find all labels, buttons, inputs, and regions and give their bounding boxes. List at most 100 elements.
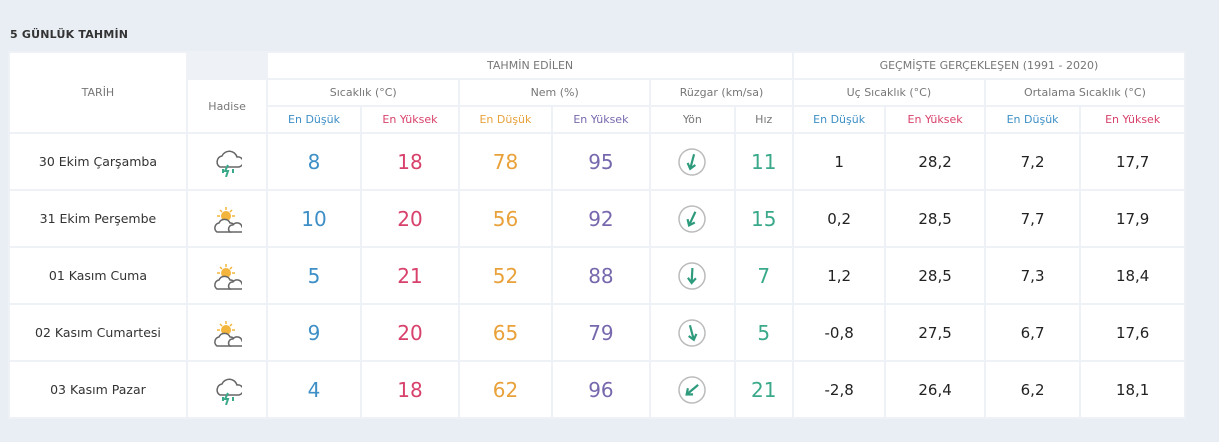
event-cell <box>187 248 267 303</box>
value-cell: 6,2 <box>985 362 1080 417</box>
wind-direction-cell <box>651 191 734 246</box>
weather-icon <box>214 319 243 347</box>
group-header: Uç Sıcaklık (°C) <box>793 80 984 105</box>
value-cell: 7,2 <box>985 134 1080 189</box>
value-cell: 11 <box>735 134 792 189</box>
forecast-table: TARİH TAHMİN EDİLEN GEÇMİŞTE GERÇEKLEŞEN… <box>8 51 1186 419</box>
sub-header: En Düşük <box>985 107 1080 132</box>
date-header: TARİH <box>10 53 186 132</box>
sub-header-row: En Düşük En Yüksek En Düşük En Yüksek Yön Hız… <box>10 107 1184 132</box>
value-cell: 4 <box>268 362 360 417</box>
spacer <box>188 53 266 78</box>
forecast-row: 03 Kasım Pazar 4 18 62 96 21 -2,8 26,4 6,2 18,1 <box>10 362 1184 417</box>
wind-direction-cell <box>651 305 734 360</box>
event-cell <box>187 362 267 417</box>
value-cell: 28,5 <box>886 191 984 246</box>
value-cell: 21 <box>361 248 459 303</box>
value-cell: 95 <box>552 134 650 189</box>
value-cell: 79 <box>552 305 650 360</box>
value-cell: 28,2 <box>886 134 984 189</box>
group-header: Rüzgar (km/sa) <box>651 80 792 105</box>
date-cell: 02 Kasım Cumartesi <box>10 305 186 360</box>
value-cell: 18 <box>361 362 459 417</box>
value-cell: 17,9 <box>1081 191 1184 246</box>
forecast-row: 01 Kasım Cuma 5 21 52 88 7 1,2 28,5 7,3 18,4 <box>10 248 1184 303</box>
value-cell: 7,3 <box>985 248 1080 303</box>
value-cell: 6,7 <box>985 305 1080 360</box>
table-body: 30 Ekim Çarşamba 8 18 78 95 11 1 28,2 7,2 17,7 31 … <box>10 134 1184 417</box>
value-cell: -2,8 <box>793 362 885 417</box>
value-cell: 9 <box>268 305 360 360</box>
value-cell: 88 <box>552 248 650 303</box>
weather-icon <box>216 377 243 405</box>
forecast-row: 30 Ekim Çarşamba 8 18 78 95 11 1 28,2 7,2 17,7 <box>10 134 1184 189</box>
sub-header: En Yüksek <box>1081 107 1184 132</box>
history-header: GEÇMİŞTE GERÇEKLEŞEN (1991 - 2020) <box>793 53 1184 78</box>
value-cell: 7 <box>735 248 792 303</box>
value-cell: 21 <box>735 362 792 417</box>
weather-icon <box>214 262 243 290</box>
value-cell: 28,5 <box>886 248 984 303</box>
wind-direction-icon <box>677 203 708 234</box>
section-title: 5 GÜNLÜK TAHMİN <box>10 28 129 41</box>
value-cell: 52 <box>460 248 551 303</box>
value-cell: 18,4 <box>1081 248 1184 303</box>
value-cell: 1,2 <box>793 248 885 303</box>
date-cell: 30 Ekim Çarşamba <box>10 134 186 189</box>
forecast-header: TAHMİN EDİLEN <box>268 53 792 78</box>
value-cell: 96 <box>552 362 650 417</box>
event-header: Hadise <box>187 80 267 132</box>
sub-header: En Düşük <box>793 107 885 132</box>
wind-direction-icon <box>677 146 708 177</box>
sub-header: Yön <box>651 107 734 132</box>
wind-direction-cell <box>651 248 734 303</box>
date-cell: 01 Kasım Cuma <box>10 248 186 303</box>
value-cell: 8 <box>268 134 360 189</box>
wind-direction-cell <box>651 362 734 417</box>
value-cell: 15 <box>735 191 792 246</box>
event-cell <box>187 134 267 189</box>
value-cell: 27,5 <box>886 305 984 360</box>
value-cell: -0,8 <box>793 305 885 360</box>
value-cell: 17,7 <box>1081 134 1184 189</box>
wind-direction-icon <box>677 374 708 405</box>
wind-direction-icon <box>677 317 708 348</box>
value-cell: 0,2 <box>793 191 885 246</box>
value-cell: 18 <box>361 134 459 189</box>
value-cell: 26,4 <box>886 362 984 417</box>
value-cell: 62 <box>460 362 551 417</box>
value-cell: 78 <box>460 134 551 189</box>
value-cell: 20 <box>361 191 459 246</box>
value-cell: 56 <box>460 191 551 246</box>
sub-header: En Düşük <box>268 107 360 132</box>
sub-header: En Yüksek <box>886 107 984 132</box>
value-cell: 10 <box>268 191 360 246</box>
sub-header: En Yüksek <box>361 107 459 132</box>
event-cell <box>187 191 267 246</box>
group-header: Sıcaklık (°C) <box>268 80 459 105</box>
group-header: Ortalama Sıcaklık (°C) <box>985 80 1184 105</box>
value-cell: 1 <box>793 134 885 189</box>
value-cell: 20 <box>361 305 459 360</box>
forecast-row: 02 Kasım Cumartesi 9 20 65 79 5 -0,8 27,5 6,7 17,… <box>10 305 1184 360</box>
weather-icon <box>214 205 243 233</box>
sub-header: En Düşük <box>460 107 551 132</box>
sub-header: En Yüksek <box>552 107 650 132</box>
wind-direction-icon <box>677 260 708 291</box>
group-header: Nem (%) <box>460 80 650 105</box>
value-cell: 5 <box>735 305 792 360</box>
value-cell: 7,7 <box>985 191 1080 246</box>
value-cell: 18,1 <box>1081 362 1184 417</box>
value-cell: 5 <box>268 248 360 303</box>
wind-direction-cell <box>651 134 734 189</box>
value-cell: 17,6 <box>1081 305 1184 360</box>
date-cell: 31 Ekim Perşembe <box>10 191 186 246</box>
weather-icon <box>216 149 243 177</box>
event-cell <box>187 305 267 360</box>
sub-header: Hız <box>735 107 792 132</box>
value-cell: 65 <box>460 305 551 360</box>
forecast-row: 31 Ekim Perşembe 10 20 56 92 15 0,2 28,5 7,7 17,9 <box>10 191 1184 246</box>
date-cell: 03 Kasım Pazar <box>10 362 186 417</box>
